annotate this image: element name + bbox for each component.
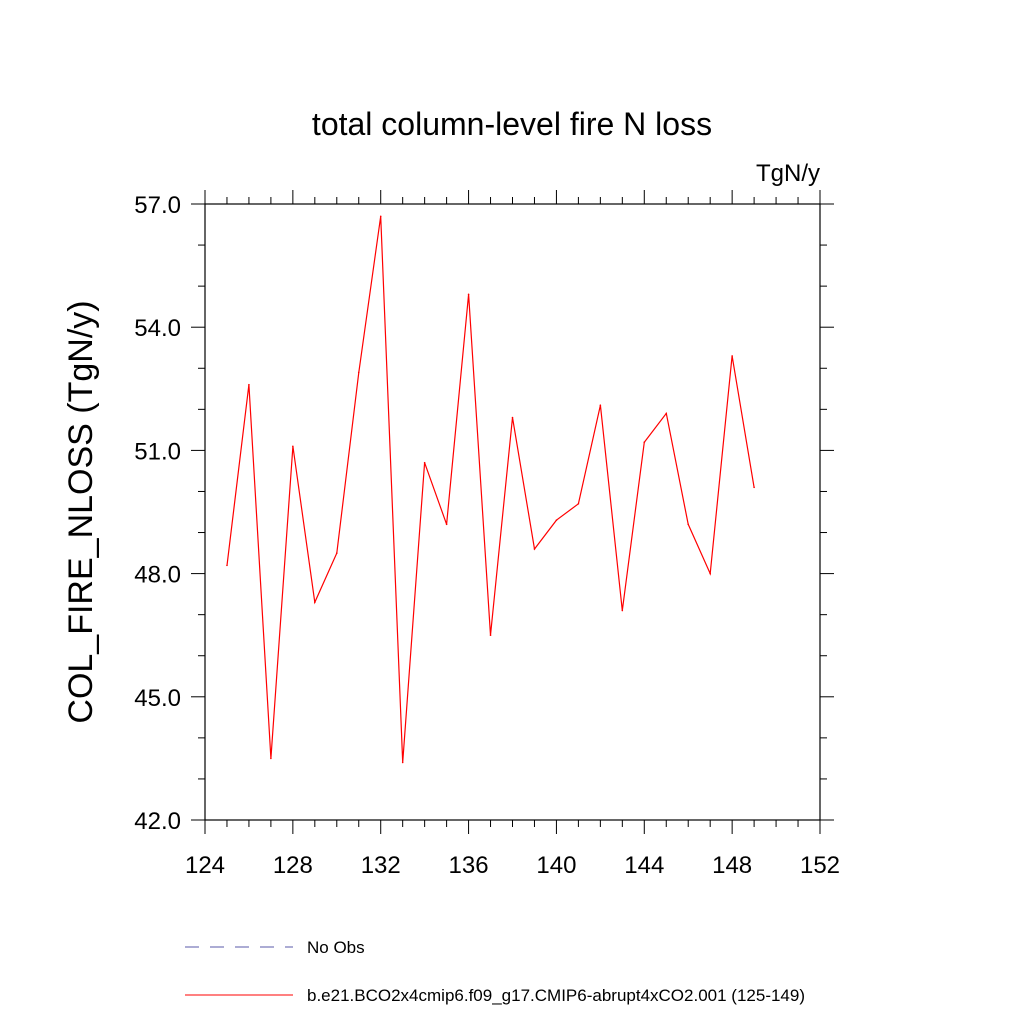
y-tick-label: 45.0 [134,685,181,712]
data-point [599,404,602,407]
y-axis-label: COL_FIRE_NLOSS (TgN/y) [62,300,100,723]
y-tick-label: 48.0 [134,562,181,589]
plot-area: 124 128 132 136 140 144 148 152 42.0 45.0 48.0 51.0… [134,190,840,879]
plot-frame [204,203,821,821]
data-point [577,502,580,505]
data-point [335,552,338,554]
y-tick-label: 42.0 [134,808,181,835]
data-point [753,486,755,489]
data-point [423,461,426,464]
x-tick-label: 148 [712,852,752,879]
data-point [226,564,228,567]
x-tick-label: 136 [449,852,489,879]
legend-label: b.e21.BCO2x4cmip6.f09_g17.CMIP6-abrupt4x… [307,986,805,1005]
data-point [643,441,646,443]
x-tick-label: 132 [361,852,401,879]
x-tick-label: 124 [185,852,225,879]
data-point [292,445,294,448]
data-point [270,757,272,760]
data-point [731,355,733,357]
y-tick-label: 57.0 [134,192,181,219]
data-point [687,523,690,526]
data-point [555,519,558,522]
data-point [665,412,668,415]
legend: No Obs b.e21.BCO2x4cmip6.f09_g17.CMIP6-ab… [185,938,805,1005]
data-point [248,383,250,386]
x-tick-label: 152 [800,852,840,879]
data-point [379,215,382,218]
x-tick-label: 140 [536,852,576,879]
data-point [621,609,624,612]
x-tick-label: 128 [273,852,313,879]
data-point [401,761,404,764]
legend-label: No Obs [307,938,365,957]
data-point [709,572,711,575]
data-point [467,293,470,296]
y-tick-label: 54.0 [134,315,181,342]
data-point [445,523,448,526]
data-point [489,634,492,636]
data-point [314,601,316,604]
data-point [511,416,514,419]
data-point [533,548,536,550]
series-line-0 [226,216,755,763]
chart-title: total column-level fire N loss [312,106,712,142]
units-label: TgN/y [756,160,820,187]
x-tick-label: 144 [624,852,664,879]
data-point [357,371,360,374]
y-tick-label: 51.0 [134,438,181,465]
